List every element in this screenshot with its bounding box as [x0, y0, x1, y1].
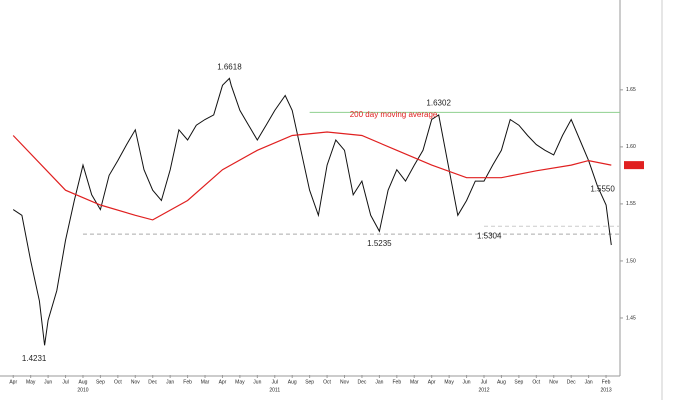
annotation: 1.5304: [477, 231, 502, 240]
y-tick-label: 1.60: [626, 144, 636, 150]
x-tick-label: Jan: [585, 379, 593, 385]
x-tick-label: Sep: [305, 379, 314, 385]
annotation: 1.5550: [590, 184, 615, 193]
x-tick-label: Jul: [481, 379, 487, 385]
price-line: [12, 77, 612, 346]
x-tick-label: Jan: [166, 379, 174, 385]
y-tick-label: 1.65: [626, 87, 636, 93]
x-tick-label: Apr: [428, 379, 436, 385]
annotation: 1.5235: [367, 239, 392, 248]
x-tick-label: Nov: [131, 379, 140, 385]
y-tick-label: 1.50: [626, 258, 636, 264]
x-tick-label: May: [26, 379, 36, 385]
x-tick-label: May: [444, 379, 454, 385]
x-tick-label: Sep: [514, 379, 523, 385]
x-tick-label: Apr: [219, 379, 227, 385]
x-tick-label: Aug: [288, 379, 297, 385]
y-tick-label: 1.45: [626, 315, 636, 321]
annotation: 1.4231: [22, 354, 47, 363]
x-tick-label: Oct: [114, 379, 122, 385]
x-tick-label: Aug: [79, 379, 88, 385]
annotation: 1.6302: [426, 99, 451, 108]
year-label: 2013: [600, 387, 611, 393]
x-tick-label: Dec: [148, 379, 157, 385]
x-tick-label: Oct: [323, 379, 331, 385]
x-tick-label: Feb: [183, 379, 192, 385]
x-tick-label: Sep: [96, 379, 105, 385]
year-label: 2011: [269, 387, 280, 393]
ma-price-tag: [624, 161, 644, 170]
x-tick-label: Nov: [340, 379, 349, 385]
x-tick-label: Jul: [272, 379, 278, 385]
ma-label: 200 day moving average: [350, 110, 438, 119]
x-tick-label: Nov: [549, 379, 558, 385]
x-tick-label: Feb: [393, 379, 402, 385]
year-label: 2012: [478, 387, 489, 393]
x-tick-label: Dec: [357, 379, 366, 385]
x-tick-label: Jun: [253, 379, 261, 385]
annotation: 1.6618: [217, 62, 242, 71]
x-tick-label: Oct: [532, 379, 540, 385]
ma-line: [12, 131, 612, 221]
x-tick-label: Mar: [410, 379, 419, 385]
x-tick-label: Apr: [9, 379, 17, 385]
x-tick-label: Jul: [62, 379, 68, 385]
x-tick-label: Mar: [201, 379, 210, 385]
x-tick-label: Jan: [375, 379, 383, 385]
x-tick-label: Dec: [567, 379, 576, 385]
y-tick-label: 1.55: [626, 201, 636, 207]
x-tick-label: Jun: [44, 379, 52, 385]
year-label: 2010: [77, 387, 88, 393]
x-tick-label: Feb: [602, 379, 611, 385]
x-tick-label: Jun: [463, 379, 471, 385]
x-tick-label: Aug: [497, 379, 506, 385]
x-tick-label: May: [235, 379, 245, 385]
